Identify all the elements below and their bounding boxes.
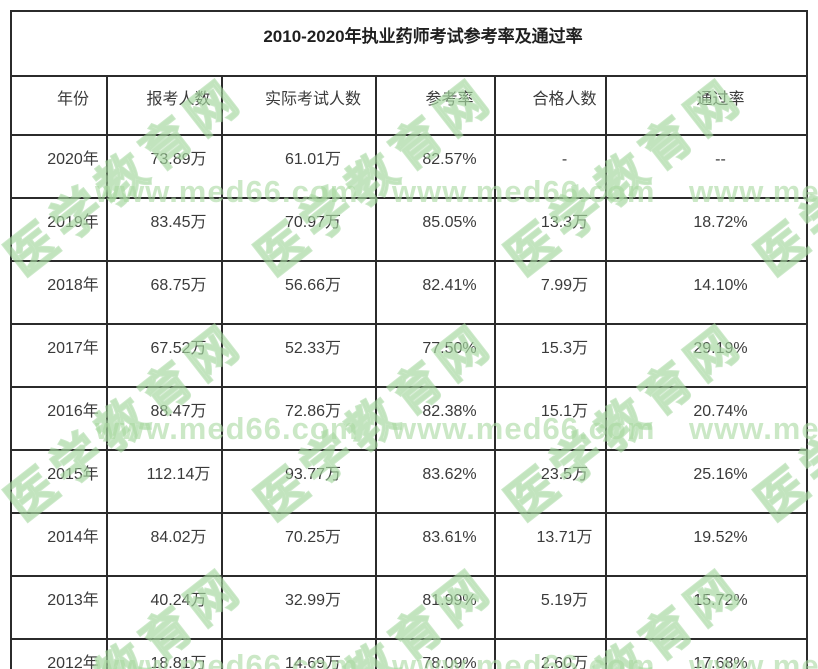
table-row: 2015年 112.14万 93.77万 83.62% 23.5万 25.16% <box>10 449 808 514</box>
table-cell: 82.57% <box>375 134 496 199</box>
column-header-6: 通过率 <box>605 75 808 136</box>
table-cell: 93.77万 <box>221 449 377 514</box>
table-cell: 70.25万 <box>221 512 377 577</box>
table-cell: 23.5万 <box>494 449 607 514</box>
table-row: 2016年 88.47万 72.86万 82.38% 15.1万 20.74% <box>10 386 808 451</box>
table-cell: 68.75万 <box>106 260 223 325</box>
table-cell: 7.99万 <box>494 260 607 325</box>
table-cell: 2014年 <box>10 512 108 577</box>
table-row: 2018年 68.75万 56.66万 82.41% 7.99万 14.10% <box>10 260 808 325</box>
table-cell: 20.74% <box>605 386 808 451</box>
table-cell: 25.16% <box>605 449 808 514</box>
table-cell: 29.19% <box>605 323 808 388</box>
table-cell: 18.72% <box>605 197 808 262</box>
table-cell: 2017年 <box>10 323 108 388</box>
table-cell: 2019年 <box>10 197 108 262</box>
table-cell: 2012年 <box>10 638 108 669</box>
table-cell: 83.45万 <box>106 197 223 262</box>
table-cell: 32.99万 <box>221 575 377 640</box>
table-title-row: 2010-2020年执业药师考试参考率及通过率 <box>10 10 808 77</box>
exam-stats-table: 2010-2020年执业药师考试参考率及通过率 年份 报考人数 实际考试人数 参考率合… <box>10 10 808 669</box>
table-cell: 77.50% <box>375 323 496 388</box>
table-cell: 13.71万 <box>494 512 607 577</box>
table-cell: 14.10% <box>605 260 808 325</box>
column-header-1: 年份 <box>10 75 108 136</box>
table-cell: 19.52% <box>605 512 808 577</box>
table-cell: 13.3万 <box>494 197 607 262</box>
column-header-4: 参考率 <box>375 75 496 136</box>
table-row: 2019年 83.45万 70.97万 85.05% 13.3万 18.72% <box>10 197 808 262</box>
table-cell: 83.61% <box>375 512 496 577</box>
table-cell: 15.3万 <box>494 323 607 388</box>
table-cell: 14.69万 <box>221 638 377 669</box>
table-row: 2014年 84.02万 70.25万 83.61% 13.71万 19.52% <box>10 512 808 577</box>
table-cell: 2018年 <box>10 260 108 325</box>
table-cell: 82.38% <box>375 386 496 451</box>
table-header-row: 年份 报考人数 实际考试人数 参考率 合格人数 通过率 <box>10 75 808 136</box>
table-cell: 84.02万 <box>106 512 223 577</box>
table-cell: 78.09% <box>375 638 496 669</box>
table-cell: 112.14万 <box>106 449 223 514</box>
table-row: 2013年 40.24万 32.99万 81.99% 5.19万 15.72% <box>10 575 808 640</box>
table-row: 2020年 73.89万 61.01万 82.57% - -- <box>10 134 808 199</box>
table-cell: 72.86万 <box>221 386 377 451</box>
table-cell: 2016年 <box>10 386 108 451</box>
table-cell: 17.68% <box>605 638 808 669</box>
table-cell: 40.24万 <box>106 575 223 640</box>
table-cell: - <box>494 134 607 199</box>
table-cell: 2013年 <box>10 575 108 640</box>
table-title: 2010-2020年执业药师考试参考率及通过率 <box>10 10 808 77</box>
table-cell: 67.52万 <box>106 323 223 388</box>
table-cell: 52.33万 <box>221 323 377 388</box>
table-cell: 2.60万 <box>494 638 607 669</box>
table-cell: 56.66万 <box>221 260 377 325</box>
table-cell: 61.01万 <box>221 134 377 199</box>
table-cell: 88.47万 <box>106 386 223 451</box>
table-row: 2017年 67.52万 52.33万 77.50% 15.3万 29.19% <box>10 323 808 388</box>
column-header-2: 报考人数 <box>106 75 223 136</box>
column-header-5: 合格人数 <box>494 75 607 136</box>
table-cell: 15.72% <box>605 575 808 640</box>
column-header-3: 实际考试人数 <box>221 75 377 136</box>
table-cell: 73.89万 <box>106 134 223 199</box>
table-cell: 18.81万 <box>106 638 223 669</box>
table-cell: 5.19万 <box>494 575 607 640</box>
table-cell: 81.99% <box>375 575 496 640</box>
table-row: 2012年 18.81万 14.69万 78.09% 2.60万 17.68% <box>10 638 808 669</box>
table-cell: 2020年 <box>10 134 108 199</box>
table-cell: 82.41% <box>375 260 496 325</box>
table-cell: 83.62% <box>375 449 496 514</box>
table-cell: -- <box>605 134 808 199</box>
table-cell: 2015年 <box>10 449 108 514</box>
table-cell: 70.97万 <box>221 197 377 262</box>
table-cell: 15.1万 <box>494 386 607 451</box>
table-cell: 85.05% <box>375 197 496 262</box>
